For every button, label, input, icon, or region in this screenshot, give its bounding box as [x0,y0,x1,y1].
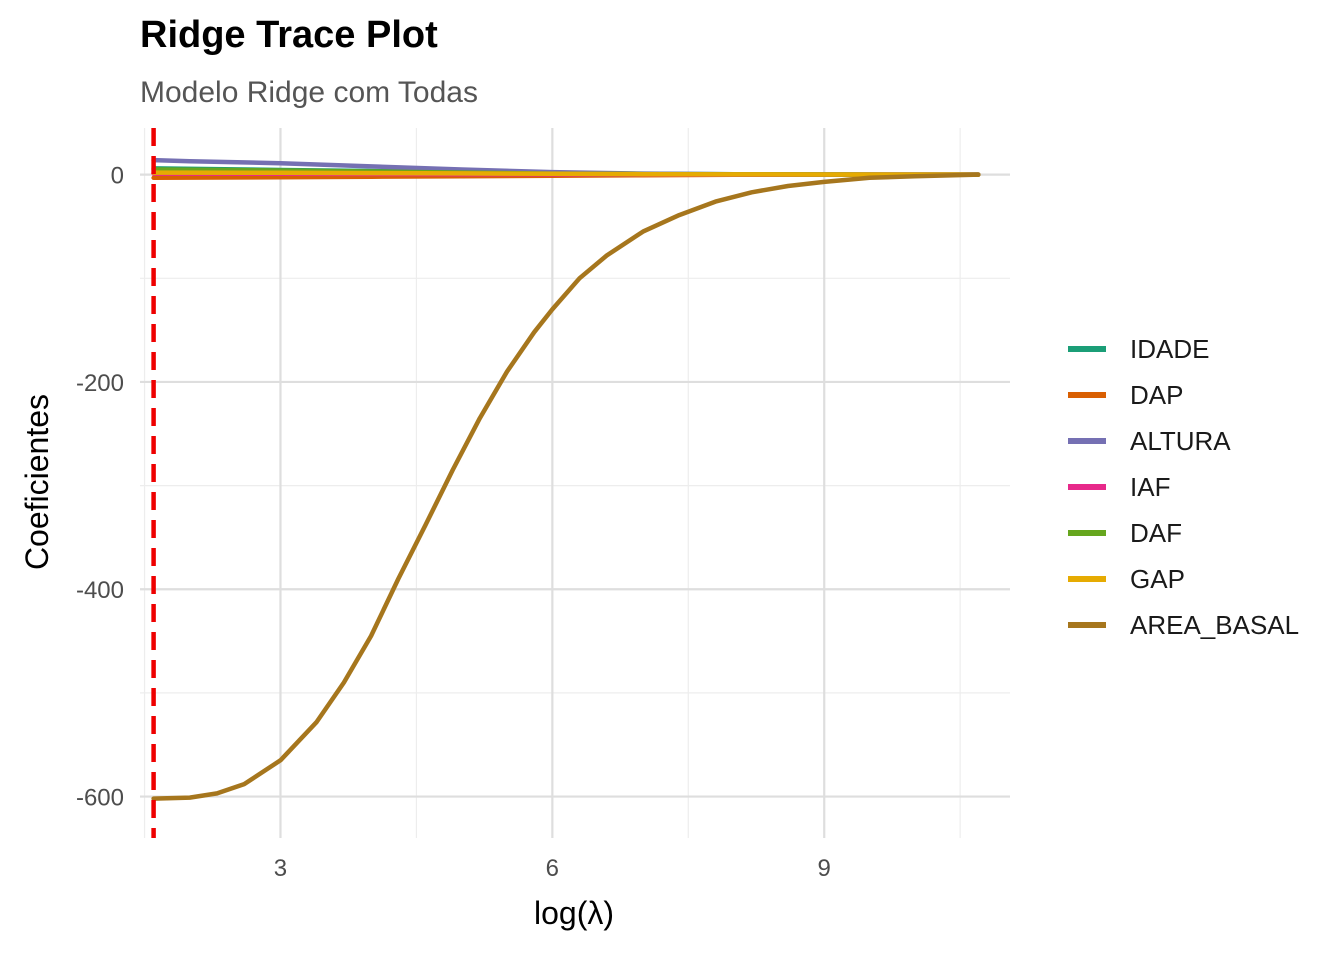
series-line-area-basal [151,172,981,801]
x-tick-label: 6 [546,855,559,882]
legend-item: IDADE [1068,326,1299,372]
legend-label: IAF [1130,471,1171,502]
legend-item: GAP [1068,556,1299,602]
chart-subtitle: Modelo Ridge com Todas [140,76,478,109]
legend-item: IAF [1068,464,1299,510]
legend-item: AREA_BASAL [1068,602,1299,648]
legend-key [1068,622,1106,628]
x-tick-label: 9 [818,855,831,882]
legend-label: ALTURA [1130,425,1231,456]
y-tick-label: -200 [76,370,124,397]
legend: IDADE DAP ALTURA IAF DAF GAP AREA_BASAL [1068,326,1299,648]
chart-title: Ridge Trace Plot [140,14,438,56]
legend-item: DAP [1068,372,1299,418]
legend-label: AREA_BASAL [1130,609,1300,640]
legend-key [1068,438,1106,444]
legend-label: IDADE [1130,333,1210,364]
y-tick-label: 0 [111,163,124,190]
grid-layer [140,128,1010,838]
x-axis-title: log(λ) [534,895,614,931]
legend-key [1068,484,1106,490]
y-axis-title: Coeficientes [19,394,55,570]
y-tick-label: -600 [76,785,124,812]
legend-key [1068,346,1106,352]
series-line-gap [151,170,981,177]
legend-key [1068,392,1106,398]
legend-label: DAF [1130,517,1182,548]
legend-key [1068,576,1106,582]
series-layer [151,157,981,801]
y-tick-label: -400 [76,577,124,604]
tick-layer: 3 6 9 0 -200 -400 -600 [76,163,831,882]
legend-item: DAF [1068,510,1299,556]
legend-item: ALTURA [1068,418,1299,464]
legend-label: GAP [1130,563,1185,594]
legend-key [1068,530,1106,536]
x-tick-label: 3 [274,855,287,882]
legend-label: DAP [1130,379,1184,410]
